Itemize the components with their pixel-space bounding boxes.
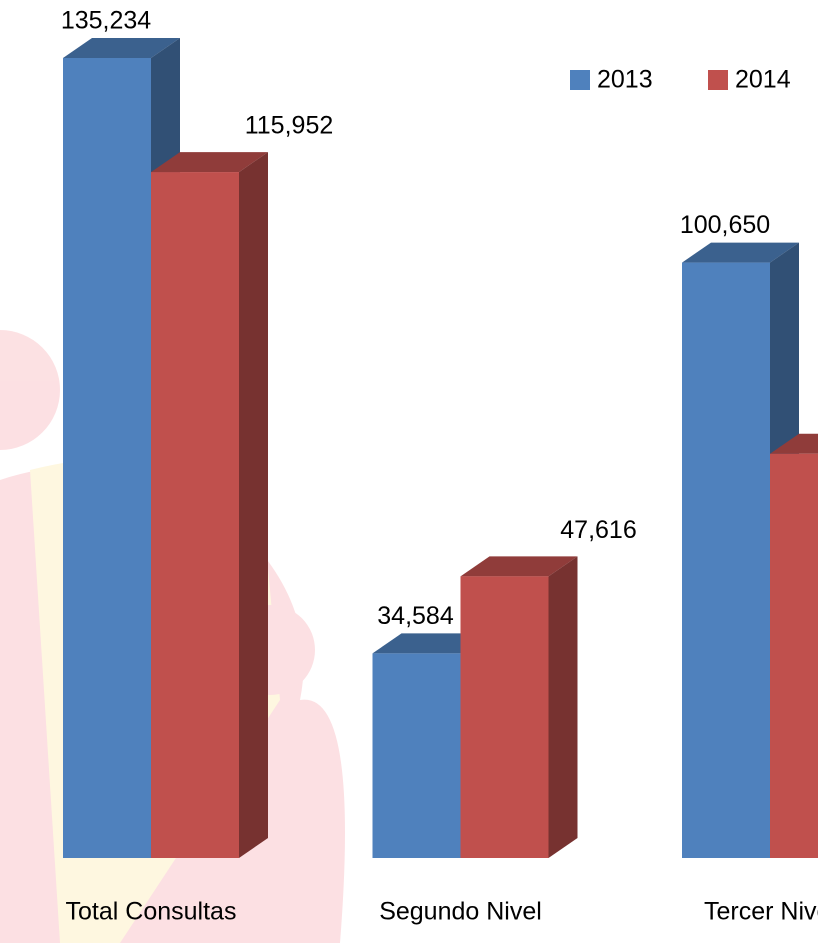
decor-circle	[0, 330, 60, 450]
bar	[460, 556, 578, 858]
value-label: 135,234	[61, 7, 151, 35]
x-tick-label: Segundo Nivel	[379, 898, 542, 926]
value-label: 115,952	[245, 112, 334, 140]
legend-swatch	[570, 70, 590, 90]
legend-label: 2014	[735, 66, 791, 94]
bar	[770, 433, 818, 858]
bar-front	[682, 262, 770, 858]
legend: 2013 2014	[570, 66, 791, 94]
bar-side	[548, 556, 578, 858]
value-label: 100,650	[680, 211, 770, 239]
value-label: 34,584	[377, 602, 454, 630]
bar-front	[63, 58, 151, 858]
bar-front	[151, 172, 239, 859]
bar-top	[372, 633, 490, 654]
bar-front	[770, 453, 818, 858]
bar-top	[682, 242, 799, 263]
bar-top	[151, 152, 268, 173]
bar	[151, 152, 268, 859]
bar	[682, 242, 799, 859]
bar-front	[460, 576, 549, 858]
legend-label: 2013	[597, 66, 653, 94]
bar-front	[372, 653, 461, 858]
bar-top	[460, 556, 578, 577]
x-tick-label: Tercer Nivel	[704, 898, 818, 926]
bar-top	[770, 433, 818, 454]
value-label: 47,616	[560, 516, 636, 544]
legend-swatch	[708, 70, 728, 90]
x-tick-label: Total Consultas	[66, 898, 237, 926]
bar-side	[239, 152, 268, 859]
bar-top	[63, 38, 180, 58]
